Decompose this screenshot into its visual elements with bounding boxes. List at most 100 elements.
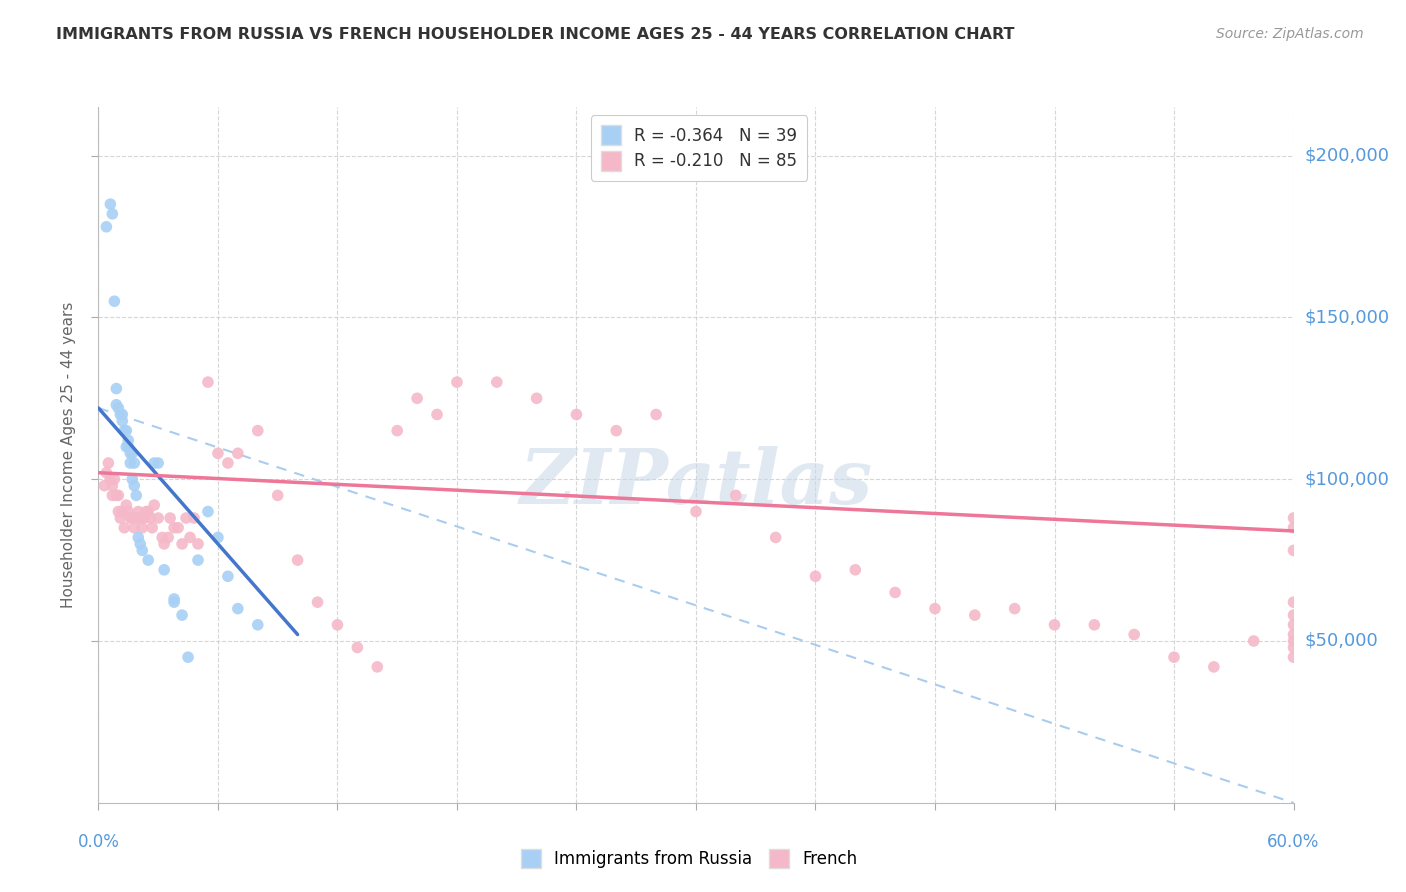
Point <box>1202 660 1225 674</box>
Point <box>143 498 166 512</box>
Text: Source: ZipAtlas.com: Source: ZipAtlas.com <box>1216 27 1364 41</box>
Point <box>121 511 143 525</box>
Point <box>1282 511 1305 525</box>
Point <box>605 424 627 438</box>
Point <box>153 563 176 577</box>
Point <box>98 472 122 486</box>
Point <box>804 569 827 583</box>
Point <box>124 456 146 470</box>
Point <box>153 537 176 551</box>
Point <box>1282 640 1305 655</box>
Point <box>159 511 181 525</box>
Point <box>1243 634 1265 648</box>
Point <box>385 424 409 438</box>
Point <box>307 595 329 609</box>
Point <box>226 601 249 615</box>
Point <box>105 382 128 396</box>
Point <box>112 521 135 535</box>
Point <box>93 478 115 492</box>
Point <box>246 424 269 438</box>
Point <box>197 375 219 389</box>
Point <box>187 553 209 567</box>
Point <box>246 617 269 632</box>
Text: $100,000: $100,000 <box>1305 470 1389 488</box>
Point <box>129 537 152 551</box>
Point <box>217 569 239 583</box>
Point <box>101 207 124 221</box>
Point <box>685 504 707 518</box>
Point <box>1282 543 1305 558</box>
Point <box>139 511 162 525</box>
Point <box>1282 650 1305 665</box>
Point <box>121 472 143 486</box>
Legend: Immigrants from Russia, French: Immigrants from Russia, French <box>515 842 863 875</box>
Point <box>111 408 134 422</box>
Point <box>150 531 173 545</box>
Point <box>963 608 986 623</box>
Point <box>125 488 148 502</box>
Point <box>110 408 132 422</box>
Point <box>167 521 190 535</box>
Text: 60.0%: 60.0% <box>1267 833 1320 851</box>
Point <box>485 375 508 389</box>
Point <box>111 504 134 518</box>
Point <box>120 446 142 460</box>
Point <box>148 456 170 470</box>
Point <box>136 553 159 567</box>
Point <box>172 537 194 551</box>
Point <box>1282 627 1305 641</box>
Point <box>120 511 142 525</box>
Text: IMMIGRANTS FROM RUSSIA VS FRENCH HOUSEHOLDER INCOME AGES 25 - 44 YEARS CORRELATI: IMMIGRANTS FROM RUSSIA VS FRENCH HOUSEHO… <box>56 27 1015 42</box>
Point <box>101 478 124 492</box>
Point <box>127 531 149 545</box>
Point <box>117 504 139 518</box>
Point <box>1282 521 1305 535</box>
Point <box>98 197 122 211</box>
Point <box>107 504 129 518</box>
Point <box>1282 608 1305 623</box>
Y-axis label: Householder Income Ages 25 - 44 years: Householder Income Ages 25 - 44 years <box>60 301 76 608</box>
Point <box>101 488 124 502</box>
Point <box>765 531 787 545</box>
Point <box>110 511 132 525</box>
Point <box>107 488 129 502</box>
Point <box>1123 627 1146 641</box>
Point <box>226 446 249 460</box>
Point <box>124 521 146 535</box>
Point <box>129 511 152 525</box>
Point <box>1282 634 1305 648</box>
Point <box>844 563 866 577</box>
Point <box>207 531 229 545</box>
Point <box>125 511 148 525</box>
Text: $50,000: $50,000 <box>1305 632 1378 650</box>
Point <box>183 511 205 525</box>
Text: $150,000: $150,000 <box>1305 309 1389 326</box>
Point <box>157 531 180 545</box>
Point <box>136 504 159 518</box>
Point <box>112 424 135 438</box>
Point <box>346 640 368 655</box>
Point <box>107 401 129 415</box>
Point <box>117 440 139 454</box>
Point <box>179 531 201 545</box>
Point <box>267 488 290 502</box>
Point <box>117 434 139 448</box>
Point <box>115 498 138 512</box>
Point <box>724 488 747 502</box>
Point <box>187 537 209 551</box>
Point <box>115 440 138 454</box>
Point <box>124 478 146 492</box>
Point <box>645 408 668 422</box>
Point <box>177 650 200 665</box>
Point <box>426 408 449 422</box>
Point <box>141 521 163 535</box>
Point <box>1004 601 1026 615</box>
Point <box>1163 650 1185 665</box>
Point <box>884 585 907 599</box>
Point <box>111 414 134 428</box>
Point <box>207 446 229 460</box>
Point <box>287 553 309 567</box>
Point <box>105 488 128 502</box>
Point <box>1083 617 1105 632</box>
Point <box>103 472 125 486</box>
